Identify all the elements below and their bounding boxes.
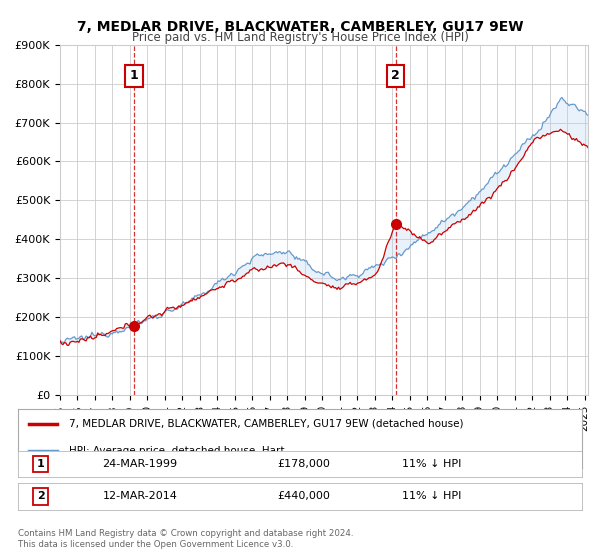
Text: 2: 2 bbox=[37, 492, 44, 501]
Text: 1: 1 bbox=[37, 459, 44, 469]
Text: 2: 2 bbox=[391, 69, 400, 82]
Text: £440,000: £440,000 bbox=[277, 492, 331, 501]
Text: Price paid vs. HM Land Registry's House Price Index (HPI): Price paid vs. HM Land Registry's House … bbox=[131, 31, 469, 44]
Text: £178,000: £178,000 bbox=[277, 459, 331, 469]
Text: 7, MEDLAR DRIVE, BLACKWATER, CAMBERLEY, GU17 9EW: 7, MEDLAR DRIVE, BLACKWATER, CAMBERLEY, … bbox=[77, 20, 523, 34]
Text: HPI: Average price, detached house, Hart: HPI: Average price, detached house, Hart bbox=[69, 446, 284, 456]
Text: 24-MAR-1999: 24-MAR-1999 bbox=[103, 459, 178, 469]
Text: 1: 1 bbox=[130, 69, 138, 82]
Text: Contains HM Land Registry data © Crown copyright and database right 2024.
This d: Contains HM Land Registry data © Crown c… bbox=[18, 529, 353, 549]
Text: 11% ↓ HPI: 11% ↓ HPI bbox=[401, 459, 461, 469]
Text: 7, MEDLAR DRIVE, BLACKWATER, CAMBERLEY, GU17 9EW (detached house): 7, MEDLAR DRIVE, BLACKWATER, CAMBERLEY, … bbox=[69, 418, 463, 428]
Text: 12-MAR-2014: 12-MAR-2014 bbox=[103, 492, 178, 501]
Text: 11% ↓ HPI: 11% ↓ HPI bbox=[401, 492, 461, 501]
